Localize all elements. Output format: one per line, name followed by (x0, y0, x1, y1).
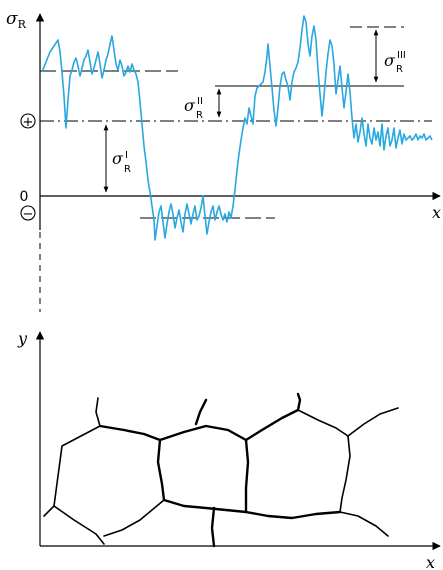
sigma-I-sub: R (124, 164, 131, 175)
y-axis-label: y (17, 329, 28, 348)
minus-sign: − (20, 205, 36, 222)
svg-text:+: + (23, 115, 34, 130)
sigma-III-label: σ (384, 51, 396, 70)
sigma-II-sub: R (196, 110, 203, 121)
stress-signal (41, 15, 433, 241)
sigma-axis-label: σR (6, 9, 27, 31)
x-axis-bottom-label: x (426, 553, 435, 570)
grain-boundaries (43, 392, 399, 548)
sigma-I-label: σ (112, 149, 124, 168)
plus-sign: + (20, 113, 36, 130)
sigma-II-sup: II (197, 96, 203, 107)
sigma-II-label: σ (184, 96, 196, 115)
sigma-I-sup: I (125, 150, 128, 161)
sigma-III-sub: R (396, 64, 403, 75)
grain-structure: y x (17, 329, 441, 570)
dimension-arrows (103, 29, 379, 193)
zero-label: 0 (20, 189, 29, 205)
x-axis-top-label: x (432, 203, 441, 222)
svg-text:−: − (23, 207, 34, 222)
sigma-III-sup: III (397, 50, 406, 61)
stress-plot: σR + 0 − x (6, 9, 441, 241)
